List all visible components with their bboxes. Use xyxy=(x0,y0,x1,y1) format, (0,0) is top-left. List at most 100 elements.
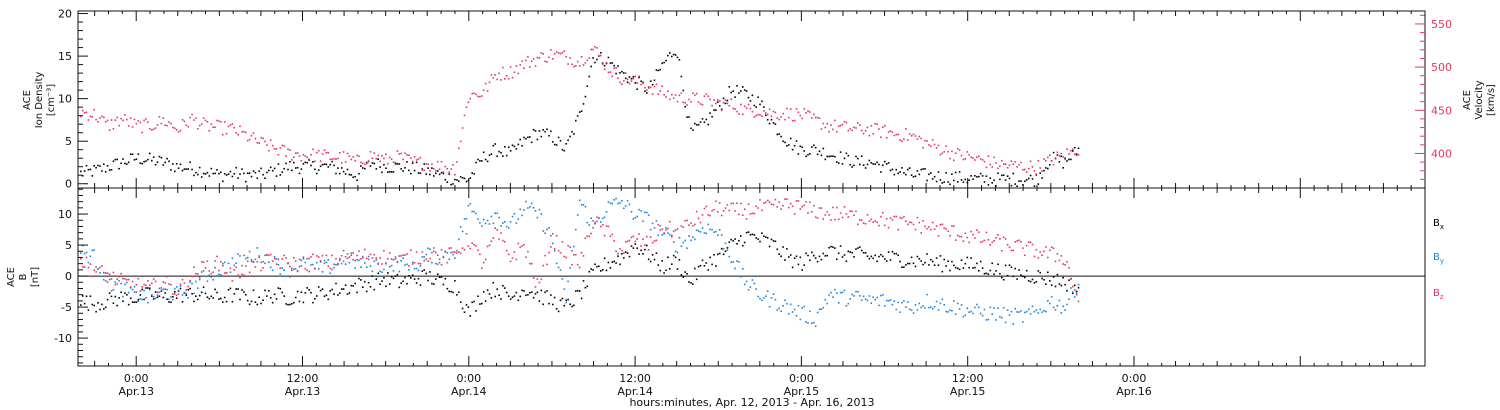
data-point xyxy=(371,157,374,160)
data-point xyxy=(997,307,999,309)
data-point xyxy=(99,165,101,167)
data-point xyxy=(110,169,113,171)
data-point xyxy=(425,253,427,256)
data-point xyxy=(799,114,802,117)
data-point xyxy=(252,132,255,134)
data-point xyxy=(187,296,189,299)
data-point xyxy=(385,262,387,265)
data-point xyxy=(542,264,544,267)
data-point xyxy=(239,255,241,257)
data-point xyxy=(166,298,168,300)
data-point xyxy=(550,246,552,248)
data-point xyxy=(507,253,510,256)
data-point xyxy=(613,260,615,263)
data-point xyxy=(694,238,696,241)
data-point xyxy=(878,163,880,166)
data-point xyxy=(1008,177,1011,180)
data-point xyxy=(793,308,796,311)
data-point xyxy=(766,199,769,202)
data-point xyxy=(766,119,769,121)
data-point xyxy=(870,218,873,221)
data-point xyxy=(993,240,995,242)
data-point xyxy=(425,163,427,165)
data-point xyxy=(404,264,406,266)
x-tick-date-label: Apr.13 xyxy=(118,385,154,398)
data-point xyxy=(1033,255,1036,258)
data-point xyxy=(958,171,961,173)
data-point xyxy=(632,235,635,238)
data-point xyxy=(995,270,997,272)
data-point xyxy=(728,86,731,88)
data-point xyxy=(149,288,151,291)
data-point xyxy=(360,165,362,167)
data-point xyxy=(774,123,777,125)
data-point xyxy=(446,252,449,254)
data-point xyxy=(517,143,520,146)
data-point xyxy=(674,229,677,231)
data-point xyxy=(294,296,297,299)
data-point xyxy=(191,113,193,116)
data-point xyxy=(264,177,266,179)
data-point xyxy=(172,296,174,298)
data-point xyxy=(174,170,176,173)
data-point xyxy=(976,176,978,178)
data-point xyxy=(993,307,995,309)
data-point xyxy=(360,266,362,268)
data-point xyxy=(515,65,518,67)
data-point xyxy=(607,201,610,203)
data-point xyxy=(816,116,819,119)
data-point xyxy=(743,283,746,286)
data-point xyxy=(529,262,531,265)
data-point xyxy=(319,260,322,262)
data-point xyxy=(907,139,909,141)
data-point xyxy=(481,95,483,97)
data-point xyxy=(204,119,207,122)
data-point xyxy=(651,83,654,86)
data-point xyxy=(1004,238,1007,240)
data-point xyxy=(884,160,886,163)
data-point xyxy=(981,175,984,177)
data-point xyxy=(208,270,211,272)
data-point xyxy=(216,119,218,122)
data-point xyxy=(703,232,706,234)
data-point xyxy=(202,172,205,175)
data-point xyxy=(763,202,765,204)
data-point xyxy=(479,222,481,224)
data-point xyxy=(847,154,850,157)
data-point xyxy=(1070,158,1072,161)
data-point xyxy=(179,129,182,132)
data-point xyxy=(421,251,424,253)
data-point xyxy=(436,254,439,256)
data-point xyxy=(306,161,308,164)
data-point xyxy=(718,252,721,255)
data-point xyxy=(198,124,201,127)
data-point xyxy=(669,52,671,54)
data-point xyxy=(540,52,543,54)
data-point xyxy=(550,130,552,133)
data-point xyxy=(1077,154,1080,156)
data-point xyxy=(569,267,571,269)
data-point xyxy=(874,220,876,222)
data-point xyxy=(782,305,784,307)
data-point xyxy=(738,92,740,94)
data-point xyxy=(195,295,197,297)
data-point xyxy=(753,116,756,118)
data-point xyxy=(813,144,815,147)
data-point xyxy=(408,154,410,156)
data-point xyxy=(266,144,268,146)
data-point xyxy=(887,300,890,302)
data-point xyxy=(947,230,949,233)
data-point xyxy=(300,159,303,162)
data-point xyxy=(532,296,535,299)
data-point xyxy=(590,217,592,219)
data-point xyxy=(335,158,337,160)
data-point xyxy=(567,63,569,65)
data-point xyxy=(181,278,184,281)
data-point xyxy=(316,172,318,175)
data-point xyxy=(112,271,115,274)
data-point xyxy=(143,160,145,163)
data-point xyxy=(776,133,779,136)
data-point xyxy=(145,297,147,299)
data-point xyxy=(697,101,700,103)
data-point xyxy=(1054,285,1057,288)
